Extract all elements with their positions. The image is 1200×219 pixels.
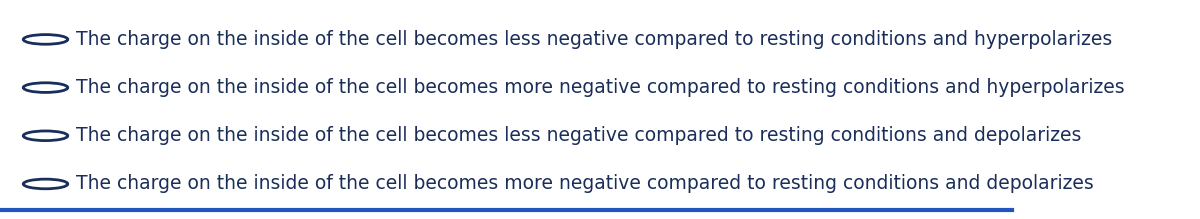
Text: The charge on the inside of the cell becomes more negative compared to resting c: The charge on the inside of the cell bec… bbox=[76, 78, 1124, 97]
Text: The charge on the inside of the cell becomes more negative compared to resting c: The charge on the inside of the cell bec… bbox=[76, 175, 1093, 193]
Text: The charge on the inside of the cell becomes less negative compared to resting c: The charge on the inside of the cell bec… bbox=[76, 126, 1081, 145]
Text: The charge on the inside of the cell becomes less negative compared to resting c: The charge on the inside of the cell bec… bbox=[76, 30, 1112, 49]
